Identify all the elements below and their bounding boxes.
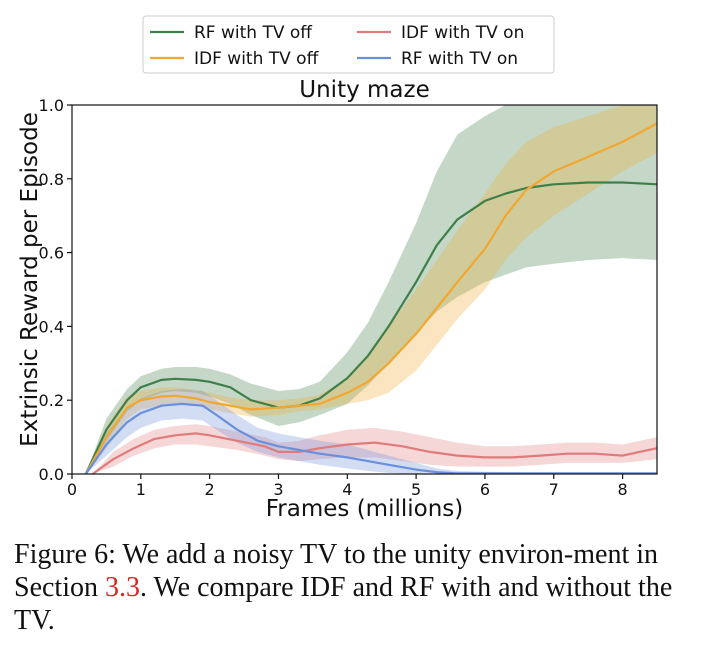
- series-lines: [84, 122, 658, 475]
- x-tick-label: 0: [67, 480, 77, 499]
- legend-label-rf-with-tv-off: RF with TV off: [194, 23, 313, 43]
- y-tick-label: 1.0: [39, 96, 64, 115]
- legend: RF with TV off IDF with TV off IDF with TV…: [142, 15, 555, 74]
- legend-box: [142, 15, 555, 74]
- x-tick-label: 4: [342, 480, 352, 499]
- plot-frame: [71, 104, 658, 475]
- x-tick-label: 6: [480, 480, 490, 499]
- y-tick-label: 0.8: [39, 170, 64, 189]
- x-tick-label: 1: [136, 480, 146, 499]
- x-axis-title: Frames (millions): [266, 496, 464, 522]
- legend-label-idf-with-tv-off: IDF with TV off: [194, 49, 320, 69]
- x-tick-label: 5: [411, 480, 421, 499]
- x-tick-label: 3: [273, 480, 283, 499]
- line-idf-with-tv-on: [91, 432, 658, 475]
- band-idf-with-tv-off: [85, 105, 658, 474]
- section-reference-link[interactable]: 3.3: [105, 572, 140, 603]
- figure-caption: Figure 6: We add a noisy TV to the unity…: [14, 538, 694, 637]
- legend-label-rf-with-tv-on: RF with TV on: [401, 49, 518, 69]
- y-tick-label: 0.0: [39, 465, 64, 484]
- y-tick-label: 0.6: [39, 244, 64, 263]
- axis-ticks: 0 1 2 3 4 5 6 7 8 0.0 0.2 0.4 0.6 0.8 1.0: [39, 96, 628, 499]
- caption-text-start: Figure 6: We add a noisy TV to the unity…: [14, 539, 658, 603]
- chart-title: Unity maze: [299, 77, 429, 103]
- y-tick-label: 0.2: [39, 391, 64, 410]
- legend-label-idf-with-tv-on: IDF with TV on: [401, 23, 524, 43]
- chart: 0 1 2 3 4 5 6 7 8 0.0 0.2 0.4 0.6 0.8 1.0 Unity maze F…: [17, 15, 658, 522]
- confidence-bands: [85, 105, 658, 474]
- line-rf-with-tv-off: [84, 181, 658, 475]
- x-tick-label: 8: [617, 480, 627, 499]
- line-rf-with-tv-on: [84, 402, 657, 475]
- x-tick-label: 7: [549, 480, 559, 499]
- band-rf-with-tv-on: [85, 389, 658, 474]
- x-tick-label: 2: [205, 480, 215, 499]
- band-rf-with-tv-off: [85, 105, 658, 474]
- y-tick-label: 0.4: [39, 317, 64, 336]
- caption-text-end: . We compare IDF and RF with and without…: [14, 572, 673, 636]
- band-idf-with-tv-on: [92, 424, 658, 474]
- y-axis-title: Extrinsic Reward per Episode: [17, 112, 43, 447]
- line-idf-with-tv-off: [84, 122, 658, 475]
